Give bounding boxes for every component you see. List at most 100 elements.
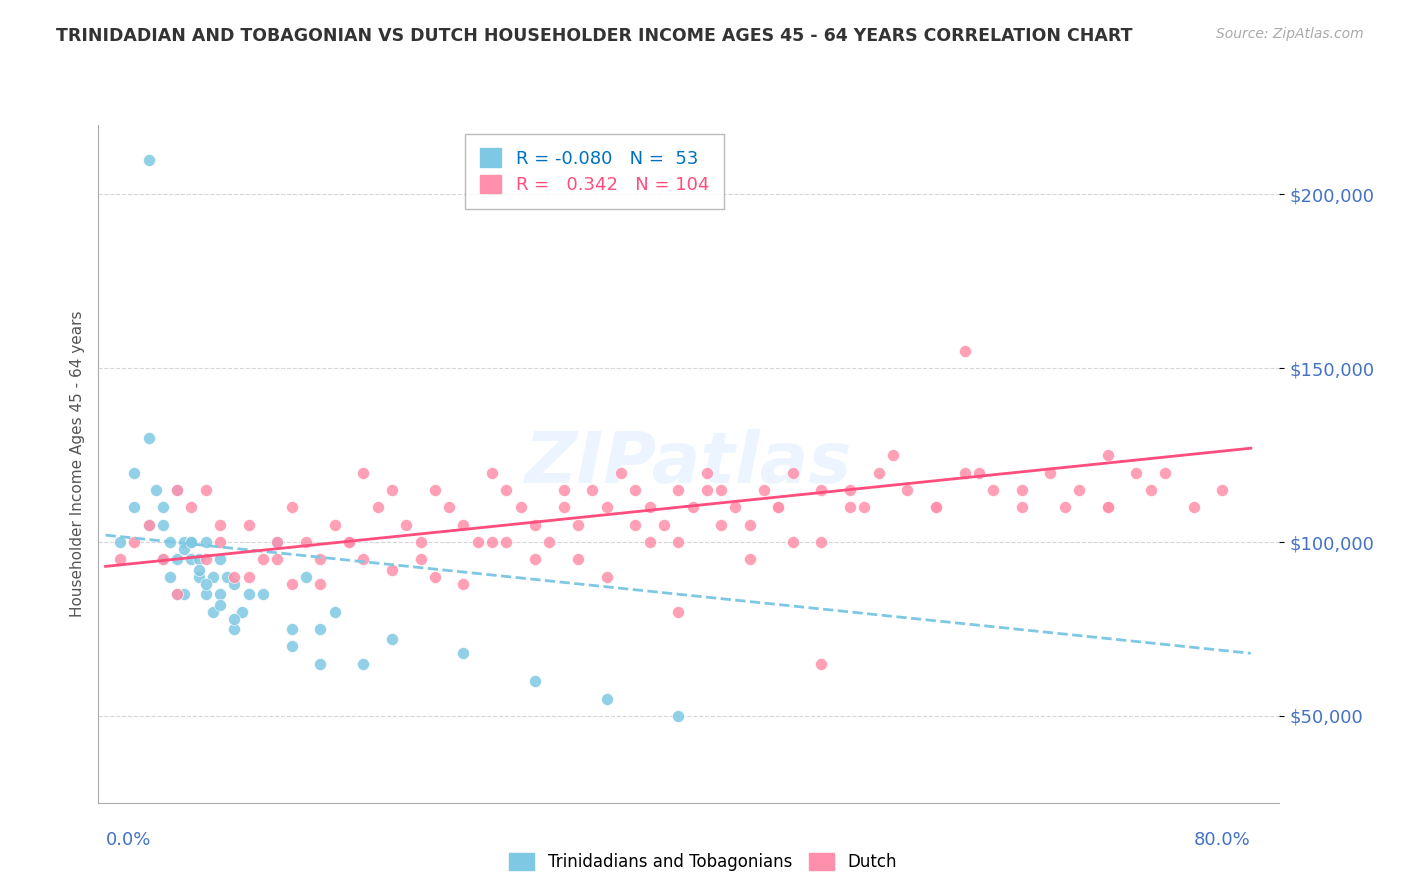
Point [224,611,246,625]
Point [1211,483,1233,497]
Point [224,570,246,584]
Point [1097,448,1119,462]
Point [696,483,718,497]
Point [395,517,418,532]
Point [981,483,1004,497]
Point [252,587,274,601]
Point [159,535,181,549]
Point [166,552,188,566]
Point [309,622,332,636]
Point [453,646,475,660]
Point [323,605,346,619]
Text: ZIPatlas: ZIPatlas [526,429,852,499]
Point [122,535,145,549]
Point [437,500,460,515]
Point [108,535,131,549]
Point [710,483,733,497]
Point [381,563,404,577]
Point [453,576,475,591]
Point [352,552,374,566]
Point [610,466,633,480]
Point [666,709,689,723]
Text: 80.0%: 80.0% [1194,830,1251,848]
Point [553,483,575,497]
Point [280,640,302,654]
Point [638,535,661,549]
Point [553,500,575,515]
Point [752,483,775,497]
Point [217,570,239,584]
Point [180,552,202,566]
Point [152,552,174,566]
Point [337,535,360,549]
Point [209,598,232,612]
Point [652,517,675,532]
Point [953,343,976,358]
Point [173,541,195,556]
Point [266,535,288,549]
Point [166,483,188,497]
Point [266,552,288,566]
Point [352,657,374,671]
Point [152,552,174,566]
Point [481,466,503,480]
Point [853,500,876,515]
Point [122,500,145,515]
Point [925,500,948,515]
Point [187,570,209,584]
Point [266,535,288,549]
Point [810,657,832,671]
Point [152,517,174,532]
Point [666,483,689,497]
Point [925,500,948,515]
Point [194,483,217,497]
Text: Source: ZipAtlas.com: Source: ZipAtlas.com [1216,27,1364,41]
Point [882,448,904,462]
Point [122,466,145,480]
Point [180,500,202,515]
Point [209,587,232,601]
Point [138,431,160,445]
Point [409,535,432,549]
Point [138,517,160,532]
Point [682,500,704,515]
Point [1097,500,1119,515]
Point [495,483,517,497]
Point [295,570,318,584]
Point [423,570,446,584]
Point [187,563,209,577]
Point [524,552,547,566]
Point [309,552,332,566]
Point [131,83,153,97]
Point [666,605,689,619]
Point [724,500,747,515]
Point [173,587,195,601]
Point [337,535,360,549]
Point [810,483,832,497]
Point [1011,500,1033,515]
Point [231,605,253,619]
Point [1097,500,1119,515]
Point [768,500,790,515]
Point [738,552,761,566]
Point [467,535,489,549]
Point [280,500,302,515]
Point [309,576,332,591]
Point [209,517,232,532]
Point [768,500,790,515]
Point [194,535,217,549]
Point [567,552,589,566]
Point [524,517,547,532]
Point [138,517,160,532]
Point [953,466,976,480]
Point [624,517,647,532]
Point [495,535,517,549]
Point [1011,483,1033,497]
Text: 0.0%: 0.0% [105,830,150,848]
Point [1182,500,1205,515]
Point [595,691,617,706]
Point [145,483,167,497]
Point [238,570,260,584]
Point [152,500,174,515]
Point [280,622,302,636]
